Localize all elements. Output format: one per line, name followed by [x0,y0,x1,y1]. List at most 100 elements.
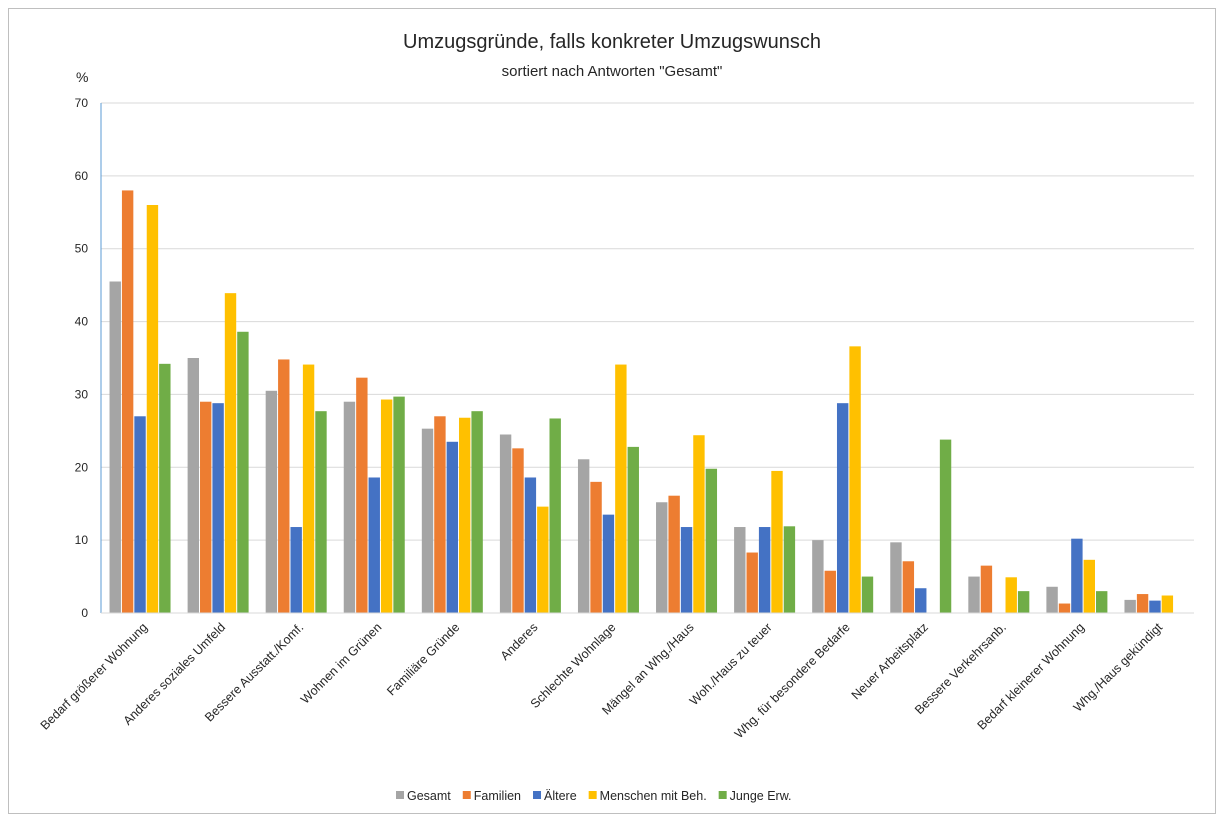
bar-menschen-mit-beh [1005,577,1017,613]
legend-swatch [588,791,597,799]
bar-familien [1058,603,1071,613]
bar-familien [200,401,212,613]
legend-label: Menschen mit Beh. [600,789,707,803]
y-axis-ticks: 0 10 20 30 40 50 60 70 [75,96,89,620]
y-tick-label: 0 [81,606,88,620]
bar-familien [668,495,680,613]
bar-junge-erw [939,439,952,613]
bar-familien [434,416,446,613]
x-category-label: Schlechte Wohnlage [528,620,619,711]
bar-menschen-mit-beh [849,346,861,613]
x-category-label: Familiäre Gründe [384,620,462,698]
bar-junge-erw [471,411,483,613]
bar-junge-erw [549,418,561,613]
y-tick-label: 30 [75,387,89,401]
bar-junge-erw [627,446,639,613]
bar-familien [278,359,290,613]
bar-gesamt [499,434,512,613]
bars [109,190,1174,613]
bar-gesamt [1046,586,1058,613]
bar-familien [980,565,993,613]
bar-familien [590,481,602,613]
y-tick-label: 60 [75,169,89,183]
bar-junge-erw [237,331,249,613]
legend-label: Gesamt [407,789,451,803]
legend-swatch [462,791,471,799]
bar-menschen-mit-beh [302,364,315,613]
bar-menschen-mit-beh [224,293,237,613]
y-tick-label: 20 [75,460,89,474]
bar-familien [824,570,836,613]
y-tick-label: 40 [75,315,89,329]
bar-familien [121,190,134,613]
bar-gesamt [421,428,434,613]
bar-gesamt [343,401,356,613]
legend-label: Junge Erw. [730,789,792,803]
bar-junge-erw [159,363,171,613]
bar-gesamt [1124,599,1136,613]
legend-swatch [533,791,542,799]
x-category-label: Wohnen im Grünen [298,620,384,706]
bar-menschen-mit-beh [146,205,159,613]
gridlines [101,102,1194,541]
bar-familien [902,561,915,613]
x-category-label: Woh./Haus zu teuer [687,620,775,708]
legend-label: Familien [474,789,521,803]
bar-junge-erw [1017,591,1030,613]
bar-ältere [212,403,224,613]
bar-menschen-mit-beh [615,364,627,613]
bar-familien [746,552,758,613]
bar-gesamt [265,390,278,613]
y-tick-label: 70 [75,96,89,110]
bar-gesamt [890,542,902,613]
legend: Gesamt Familien Ältere Menschen mit Beh. Jun… [396,789,792,803]
chart-subtitle: sortiert nach Antworten "Gesamt" [502,63,723,80]
bar-ältere [290,527,302,613]
y-tick-label: 10 [75,533,89,547]
bar-ältere [446,441,459,613]
bar-menschen-mit-beh [1083,559,1095,613]
x-category-label: Whg./Haus gekündigt [1071,620,1166,715]
bar-ältere [915,588,927,613]
chart-title: Umzugsgründe, falls konkreter Umzugswuns… [403,31,821,53]
bar-menschen-mit-beh [380,399,393,613]
bar-gesamt [656,502,668,613]
bar-menschen-mit-beh [693,435,705,613]
bar-junge-erw [1095,591,1108,613]
bar-familien [512,448,524,613]
x-category-label: Neuer Arbeitsplatz [849,620,931,702]
bar-ältere [680,527,693,613]
bar-ältere [1149,600,1161,613]
bar-gesamt [968,576,980,613]
bar-junge-erw [393,396,405,613]
y-tick-label: 50 [75,242,89,256]
legend-swatch [718,791,727,799]
bar-ältere [836,403,849,613]
bar-menschen-mit-beh [537,506,549,613]
y-axis-unit-label: % [76,69,88,85]
bar-ältere [368,477,380,613]
axes [100,103,1194,614]
bar-ältere [134,416,146,613]
bar-menschen-mit-beh [771,470,783,613]
bar-gesamt [812,540,824,613]
bar-junge-erw [783,526,796,613]
x-category-label: Mängel an Whg./Haus [599,620,696,717]
bar-gesamt [187,358,200,613]
bar-gesamt [577,459,590,613]
bar-gesamt [109,281,121,613]
bar-familien [356,377,368,613]
bar-menschen-mit-beh [1161,595,1174,613]
bar-junge-erw [861,576,874,613]
bar-ältere [1071,538,1083,613]
bar-menschen-mit-beh [459,417,471,613]
bar-junge-erw [315,411,327,613]
bar-ältere [602,514,615,613]
bar-gesamt [734,527,746,613]
bar-familien [1136,594,1149,613]
legend-label: Ältere [544,789,577,803]
bar-junge-erw [705,468,718,613]
x-category-label: Anderes [498,620,541,663]
